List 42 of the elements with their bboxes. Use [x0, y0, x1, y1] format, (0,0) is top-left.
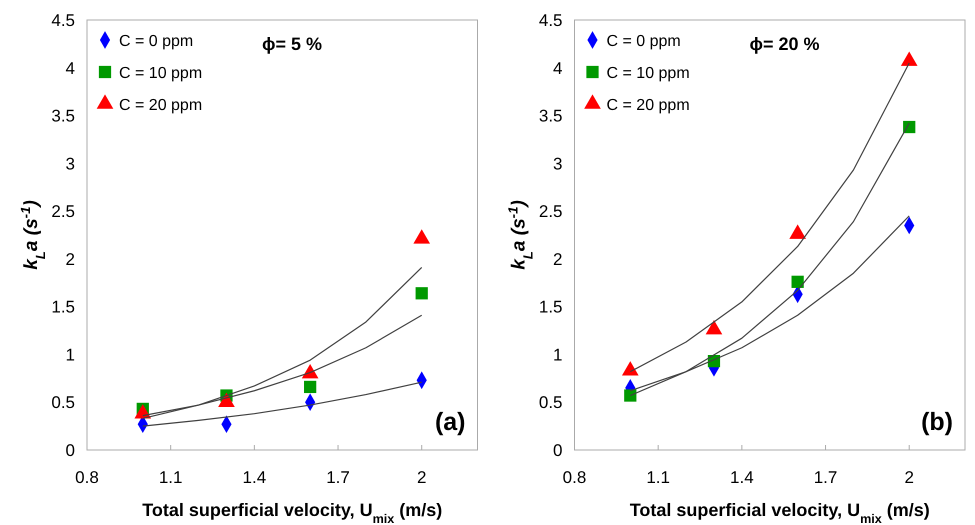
x-tick-label: 1.7 [814, 468, 838, 487]
x-axis-title: Total superficial velocity, U$_{mix}$ (m/s) [630, 500, 930, 525]
y-tick-label: 4.5 [538, 11, 562, 30]
x-tick-label: 1.1 [158, 468, 182, 487]
x-axis-title: Total superficial velocity, U$_{mix}$ (m/s) [142, 500, 442, 525]
legend-label: C = 10 ppm [119, 65, 202, 82]
y-tick-label: 4 [553, 58, 562, 78]
y-tick-label: 1.5 [51, 298, 75, 317]
x-tick-label: 2 [416, 468, 426, 487]
y-tick-label: 3 [66, 154, 75, 174]
legend-label: C = 0 ppm [119, 33, 194, 50]
y-tick-label: 0.5 [51, 393, 75, 412]
x-tick-label: 1.1 [646, 468, 670, 487]
y-tick-label: 1 [553, 345, 562, 364]
y-tick-label: 0 [553, 441, 562, 460]
y-tick-label: 2.5 [51, 202, 75, 222]
y-tick-label: 3 [553, 154, 562, 174]
y-tick-label: 3.5 [538, 106, 562, 126]
y-tick-label: 4.5 [51, 11, 75, 30]
y-tick-label: 1 [66, 345, 75, 364]
legend-label: C = 0 ppm [606, 33, 681, 50]
legend-label: C = 20 ppm [119, 97, 202, 114]
x-tick-label: 0.8 [562, 468, 586, 487]
y-tick-label: 1.5 [538, 298, 562, 317]
y-tick-label: 3.5 [51, 106, 75, 126]
x-tick-label: 1.4 [242, 468, 266, 487]
x-tick-label: 2 [904, 468, 914, 487]
legend-label: C = 10 ppm [606, 65, 690, 82]
y-tick-label: 2 [553, 250, 562, 269]
legend-label: C = 20 ppm [606, 97, 690, 114]
y-tick-label: 4 [66, 58, 75, 78]
x-tick-label: 0.8 [75, 468, 99, 487]
y-tick-label: 0.5 [538, 393, 562, 412]
x-tick-label: 1.7 [326, 468, 350, 487]
x-tick-label: 1.4 [730, 468, 754, 487]
annotation: ϕ= 5 % [262, 34, 322, 54]
y-tick-label: 0 [66, 441, 75, 460]
y-tick-label: 2.5 [538, 202, 562, 222]
annotation: ϕ= 20 % [750, 34, 820, 54]
y-tick-label: 2 [66, 250, 75, 269]
annotation: (b) [921, 408, 953, 436]
annotation: (a) [434, 408, 466, 436]
